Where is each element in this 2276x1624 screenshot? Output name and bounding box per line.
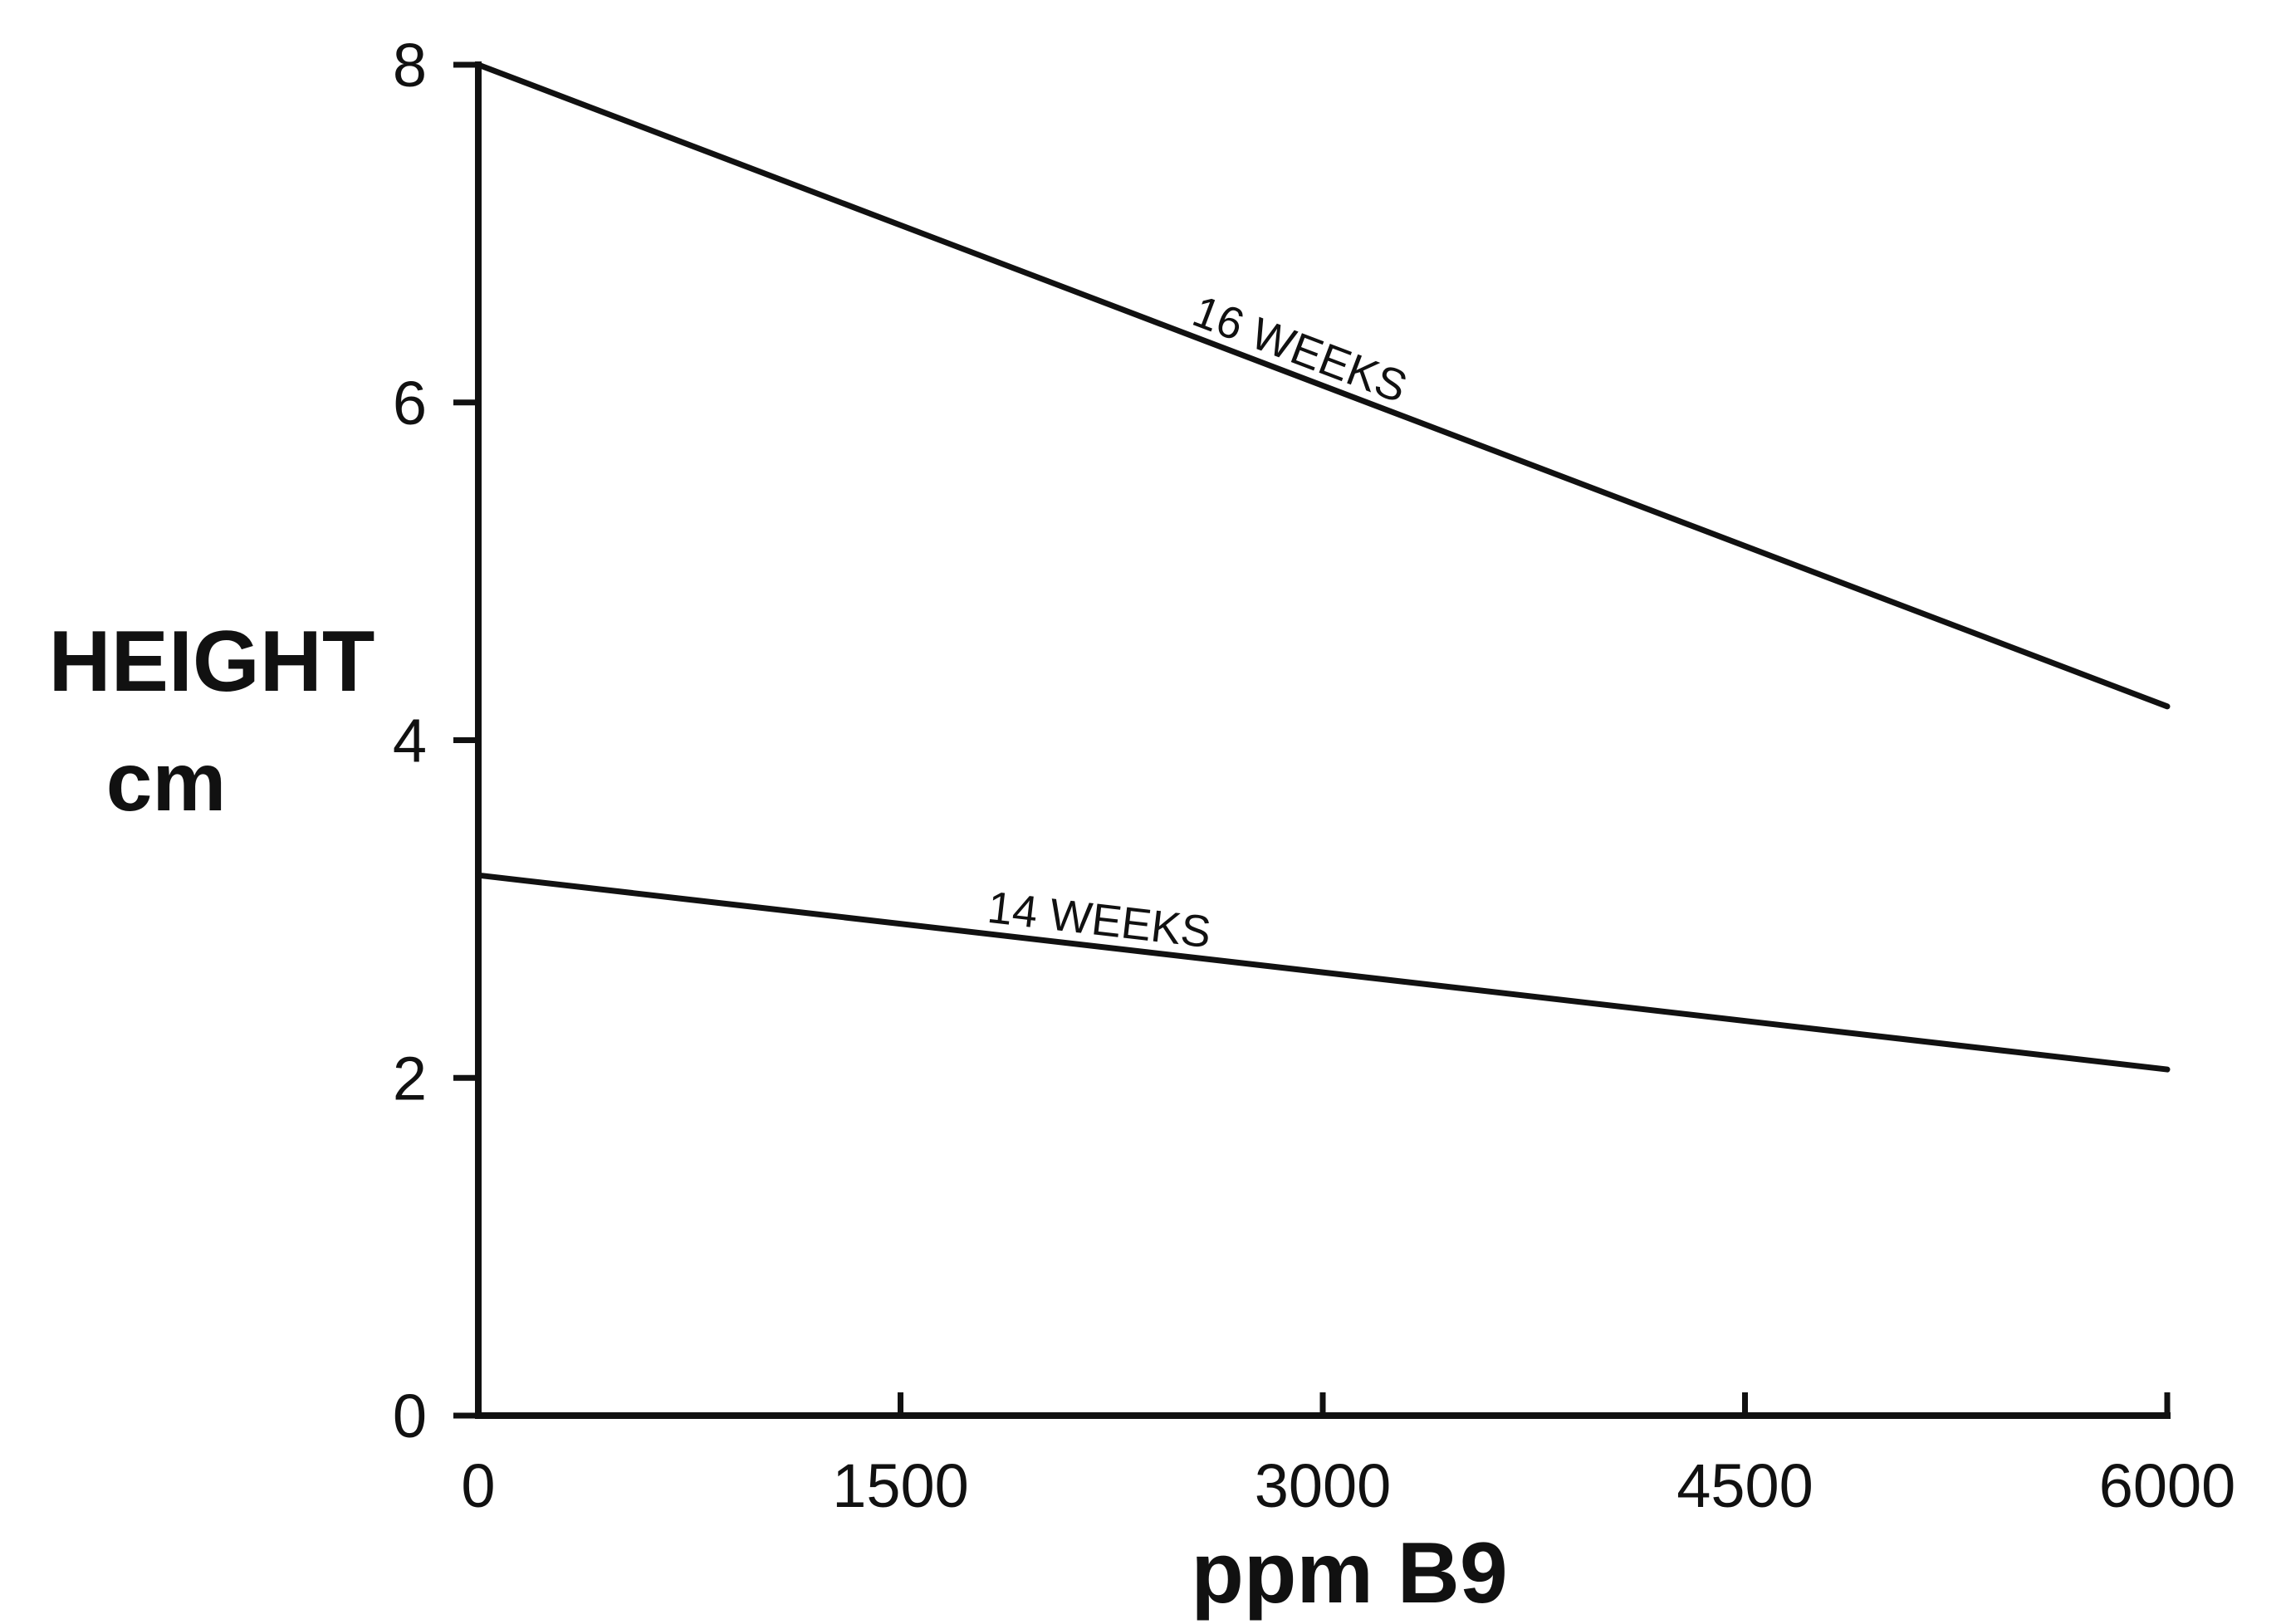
x-tick-label-3000: 3000 xyxy=(1255,1451,1392,1520)
x-axis-ticks: 0 1500 3000 4500 6000 xyxy=(461,1392,2235,1520)
plot-area: 0 2 4 6 8 0 1500 3000 4500 6000 16 WEEKS 14 WEEKS xyxy=(393,31,2235,1520)
series-layer: 16 WEEKS 14 WEEKS xyxy=(475,61,2171,1073)
x-tick-label-1500: 1500 xyxy=(832,1451,969,1520)
series-line-16-weeks xyxy=(475,61,2171,710)
series-16-weeks: 16 WEEKS xyxy=(475,61,2171,710)
y-tick-label-8: 8 xyxy=(393,31,427,100)
y-tick-label-6: 6 xyxy=(393,369,427,438)
y-tick-label-4: 4 xyxy=(393,707,427,775)
series-line-14-weeks xyxy=(475,872,2171,1073)
x-axis-title: ppm B9 xyxy=(1191,1525,1507,1622)
y-axis-ticks: 0 2 4 6 8 xyxy=(393,31,478,1450)
x-tick-label-0: 0 xyxy=(461,1451,495,1520)
y-axis-title-line-1: HEIGHT xyxy=(49,614,375,710)
y-axis-title: HEIGHT cm xyxy=(49,614,375,829)
x-tick-label-4500: 4500 xyxy=(1676,1451,1813,1520)
y-axis-title-line-2: cm xyxy=(106,736,227,829)
x-tick-label-6000: 6000 xyxy=(2099,1451,2236,1520)
y-tick-label-0: 0 xyxy=(393,1382,427,1450)
y-tick-label-2: 2 xyxy=(393,1044,427,1113)
series-14-weeks: 14 WEEKS xyxy=(475,872,2171,1073)
